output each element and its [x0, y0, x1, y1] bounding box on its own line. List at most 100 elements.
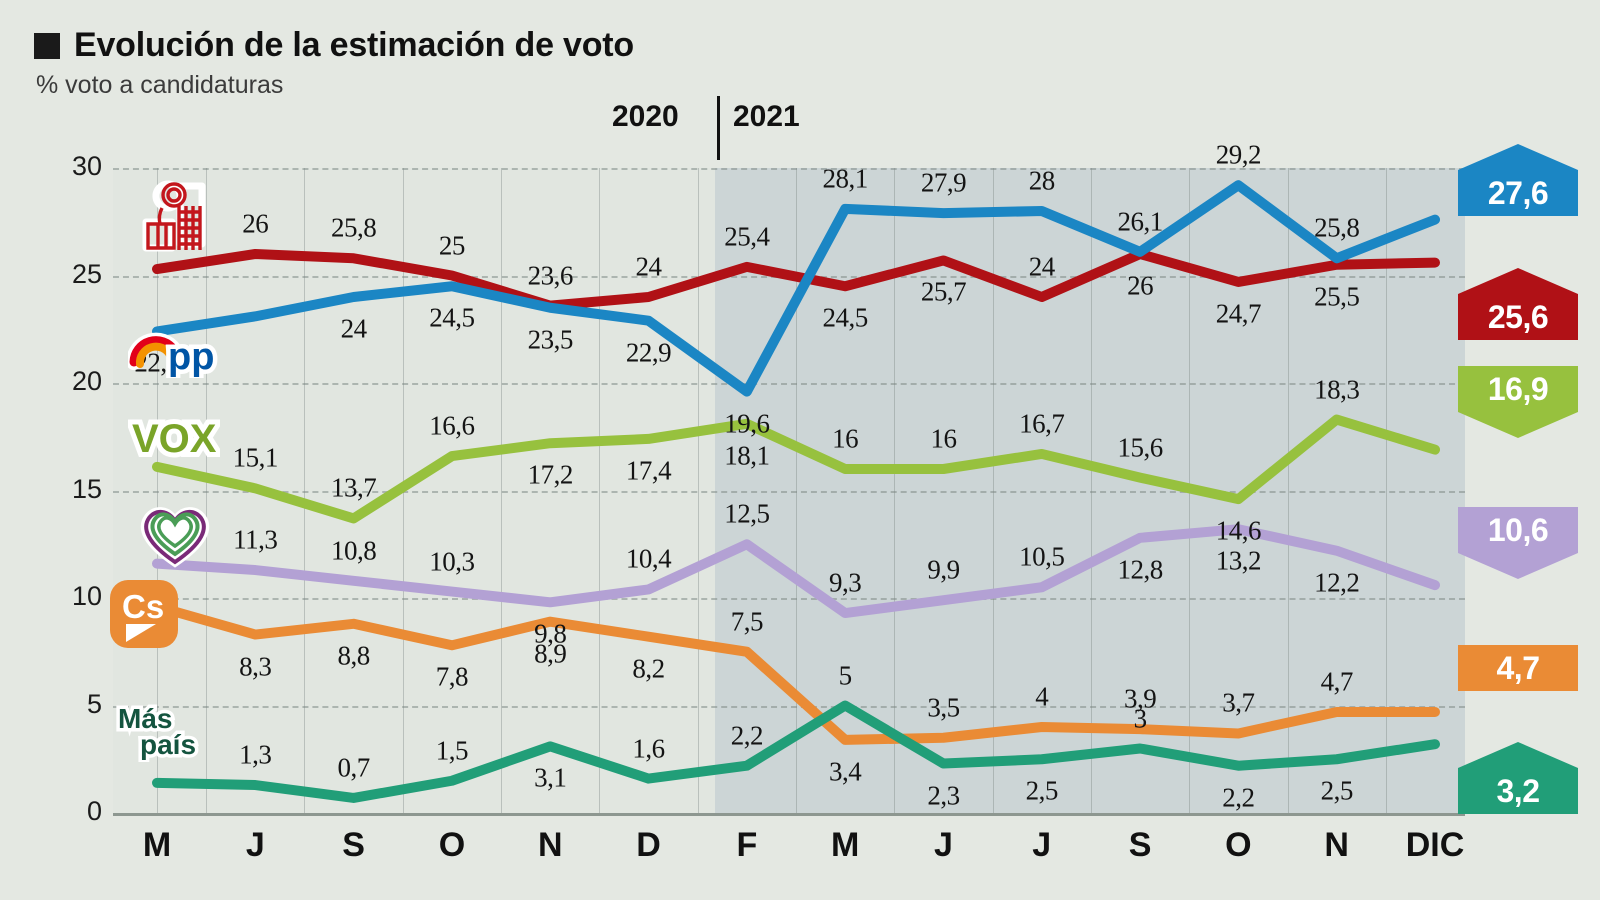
chart-header: Evolución de la estimación de voto % vot… [34, 26, 634, 100]
value-label-pp-S: 26,1 [1117, 206, 1163, 237]
badge-pp-box: 25,6 [1458, 268, 1578, 340]
badge-cs-box: 4,7 [1458, 645, 1578, 691]
series-line-más-país [152, 700, 1440, 803]
value-label-mp-F: 2,2 [730, 720, 764, 751]
year-divider [717, 96, 720, 160]
value-label-psoe-N: 25,5 [1314, 281, 1360, 312]
gridline-10 [113, 598, 1465, 600]
value-label-vox-J: 16,7 [1019, 408, 1065, 439]
x-tick-1-J: J [245, 826, 265, 864]
value-label-up-M: 9,3 [829, 567, 862, 598]
value-label-up-N: 12,2 [1314, 567, 1360, 598]
x-tick-10-S: S [1128, 826, 1152, 864]
badge-mp-box: 3,2 [1458, 742, 1578, 814]
series-line-ciudadanos [152, 601, 1440, 745]
month-divider-D [599, 168, 600, 813]
badge-pp: 25,6 [1458, 268, 1578, 340]
year-label-2020: 2020 [612, 100, 679, 133]
value-label-vox-J: 15,1 [232, 442, 279, 473]
value-label-up-S: 12,8 [1117, 554, 1163, 585]
x-tick-3-O: O [438, 826, 466, 864]
value-label-vox-S: 15,6 [1117, 432, 1163, 463]
value-label-psoe-F: 25,4 [724, 221, 770, 252]
series-line-psoe [152, 249, 1440, 311]
value-label-mp-S: 0,7 [337, 752, 370, 783]
value-label-pp-N: 25,8 [1314, 212, 1360, 243]
value-label-vox-J: 16 [930, 423, 957, 454]
value-label-mp-M: 5 [838, 660, 853, 690]
value-label-cs-O: 7,8 [435, 661, 469, 692]
value-label-psoe-N: 23,6 [527, 260, 574, 291]
svg-text:VOX: VOX [132, 417, 217, 461]
value-label-cs-N: 8,9 [534, 638, 567, 669]
value-label-cs-N: 4,7 [1320, 666, 1354, 697]
value-label-mp-O: 2,2 [1222, 782, 1255, 813]
y-axis: 0 5 10 15 20 25 30 [40, 151, 102, 826]
value-label-vox-O: 16,6 [429, 410, 475, 441]
chart-subtitle: % voto a candidaturas [36, 71, 284, 99]
pp-logo: pp pp [126, 322, 220, 383]
y-tick-10: 10 [71, 581, 102, 611]
value-label-mp-J: 1,3 [239, 739, 272, 770]
value-label-up-F: 12,5 [724, 498, 770, 529]
series-line-unidas-podemos [152, 524, 1440, 619]
badge-mp: 3,2 [1458, 742, 1578, 814]
month-divider-S [1091, 168, 1092, 813]
arrow-up-icon [1458, 742, 1578, 768]
x-tick-11-O: O [1225, 826, 1252, 864]
value-label-cs-O: 3,7 [1222, 687, 1255, 718]
value-label-cs-M: 3,4 [829, 756, 862, 787]
value-label-pp-F: 19,6 [724, 408, 770, 439]
value-label-vox-O: 14,6 [1215, 515, 1262, 546]
month-divider-N [1288, 168, 1289, 813]
y-tick-30: 30 [71, 151, 102, 181]
mas-pais-line1: Más [118, 703, 172, 734]
badge-up: 10,6 [1458, 507, 1578, 579]
value-label-up-N: 9,8 [534, 618, 567, 649]
month-divider-N [501, 168, 502, 813]
x-axis-line [113, 813, 1465, 816]
bullet-square-icon [34, 32, 60, 59]
value-label-pp-N: 23,5 [527, 324, 574, 355]
arrow-down-icon [1458, 553, 1578, 579]
value-label-mp-N: 3,1 [534, 762, 567, 793]
x-tick-6-F: F [736, 826, 758, 864]
value-label-cs-J: 4 [1035, 681, 1049, 712]
value-label-up-S: 10,8 [330, 535, 377, 566]
gridline-30 [113, 168, 1465, 170]
badge-up-box: 10,6 [1458, 507, 1578, 579]
value-label-vox-N: 17,2 [527, 459, 574, 490]
gridline-5 [113, 705, 1465, 708]
month-divider-M [157, 168, 158, 813]
value-label-cs-J: 8,3 [239, 651, 272, 682]
x-tick-4-N: N [537, 826, 563, 864]
svg-text:Más: Más [118, 703, 172, 734]
podemos-logo [133, 498, 217, 570]
svg-text:pp: pp [168, 336, 214, 378]
svg-text:país: país [140, 729, 196, 760]
badge-up-value: 10,6 [1487, 511, 1549, 548]
value-label-cs-S: 8,8 [337, 640, 370, 671]
badge-mp-value: 3,2 [1496, 772, 1540, 809]
arrow-up-icon [1458, 144, 1578, 170]
value-label-up-J: 10,5 [1019, 541, 1065, 572]
badge-pp-value: 25,6 [1487, 298, 1549, 335]
month-divider-DIC [1386, 168, 1387, 813]
value-label-mp-J: 2,3 [927, 780, 960, 811]
value-label-psoe-J: 25,7 [920, 276, 967, 307]
value-label-psoe-M: 24,5 [822, 302, 869, 333]
value-label-cs-J: 3,5 [927, 692, 960, 723]
month-divider-J [993, 168, 994, 813]
badge-vox-box: 16,9 [1458, 366, 1578, 438]
svg-text:pp: pp [168, 336, 214, 378]
arrow-down-icon [1458, 412, 1578, 438]
value-label-vox-D: 17,4 [625, 455, 672, 486]
value-label-vox-S: 13,7 [330, 472, 377, 503]
value-label-vox-M: 16 [832, 423, 859, 454]
value-label-up-J: 11,3 [233, 524, 278, 555]
month-divider-S [304, 168, 305, 813]
x-tick-5-D: D [636, 826, 661, 864]
vox-logo: VOX VOX [127, 410, 222, 466]
chart-plot-area: 26 25,8 25 23,6 24 25,4 24,5 25,7 24 26 24,7 25,5 22… [113, 140, 1465, 816]
title-row: Evolución de la estimación de voto [34, 26, 634, 65]
